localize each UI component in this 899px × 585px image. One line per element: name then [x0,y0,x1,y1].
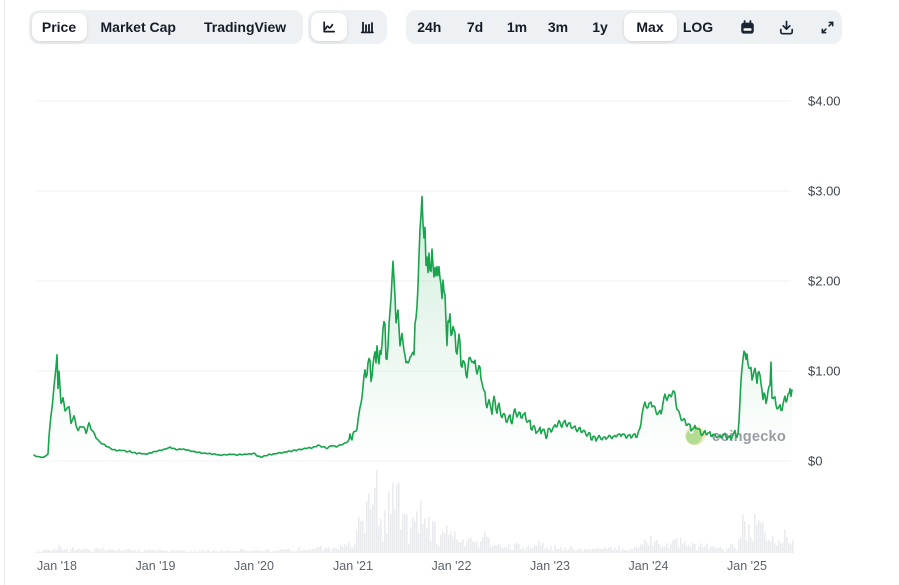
svg-text:$3.00: $3.00 [808,184,841,199]
svg-text:$2.00: $2.00 [808,274,841,289]
svg-text:Jan '22: Jan '22 [432,559,472,573]
svg-text:Jan '24: Jan '24 [629,559,669,573]
svg-text:Jan '25: Jan '25 [727,559,767,573]
svg-text:Jan '20: Jan '20 [234,559,274,573]
svg-text:$0: $0 [808,454,822,469]
svg-text:Jan '23: Jan '23 [530,559,570,573]
svg-text:Jan '21: Jan '21 [333,559,373,573]
svg-text:coingecko: coingecko [712,429,786,445]
svg-text:Jan '19: Jan '19 [136,559,176,573]
svg-text:Jan '18: Jan '18 [37,559,77,573]
svg-text:$4.00: $4.00 [808,94,841,109]
svg-text:$1.00: $1.00 [808,364,841,379]
